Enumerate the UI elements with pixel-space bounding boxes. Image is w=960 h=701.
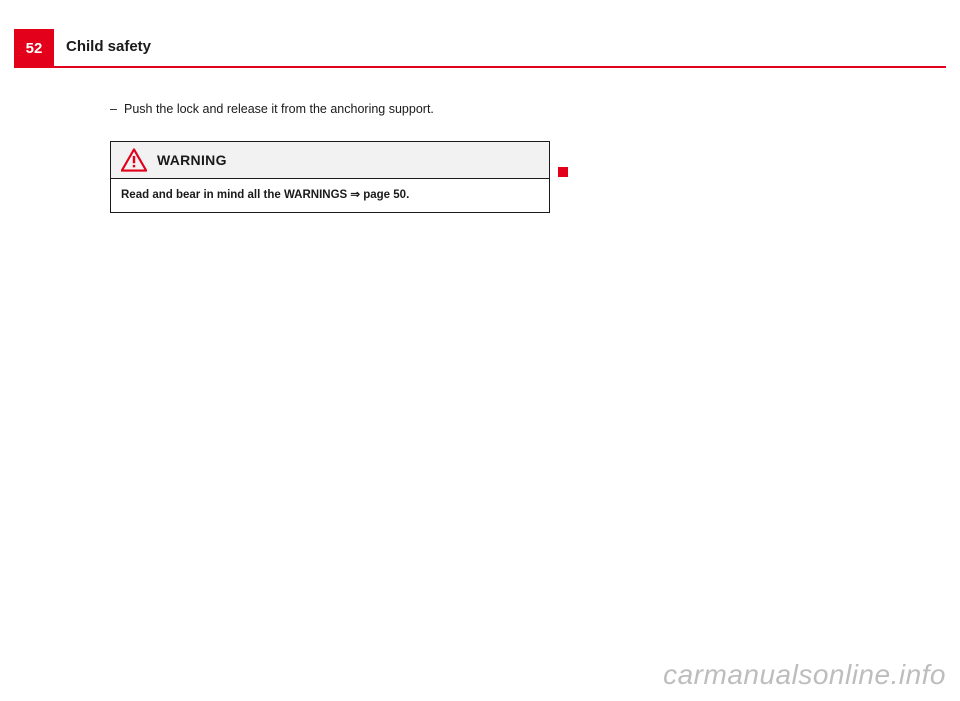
- warning-box: WARNING Read and bear in mind all the WA…: [110, 141, 550, 213]
- warning-triangle-icon: [121, 148, 147, 172]
- section-end-marker-icon: [558, 167, 568, 177]
- warning-body: Read and bear in mind all the WARNINGS ⇒…: [111, 179, 549, 212]
- manual-page: 52 Child safety – Push the lock and rele…: [0, 0, 960, 701]
- content-column: – Push the lock and release it from the …: [110, 100, 550, 213]
- reference-arrow-icon: ⇒: [350, 189, 360, 201]
- list-dash: –: [110, 100, 124, 119]
- warning-ref-text: page 50.: [360, 189, 409, 201]
- watermark-text: carmanualsonline.info: [663, 659, 946, 691]
- header-rule: [14, 66, 946, 68]
- warning-header: WARNING: [111, 142, 549, 179]
- warning-heading-text: WARNING: [157, 152, 227, 168]
- page-number-badge: 52: [14, 29, 54, 67]
- section-title: Child safety: [66, 38, 151, 55]
- list-item: – Push the lock and release it from the …: [110, 100, 550, 119]
- warning-text-prefix: Read and bear in mind all the WARNINGS: [121, 189, 350, 201]
- list-item-text: Push the lock and release it from the an…: [124, 100, 550, 119]
